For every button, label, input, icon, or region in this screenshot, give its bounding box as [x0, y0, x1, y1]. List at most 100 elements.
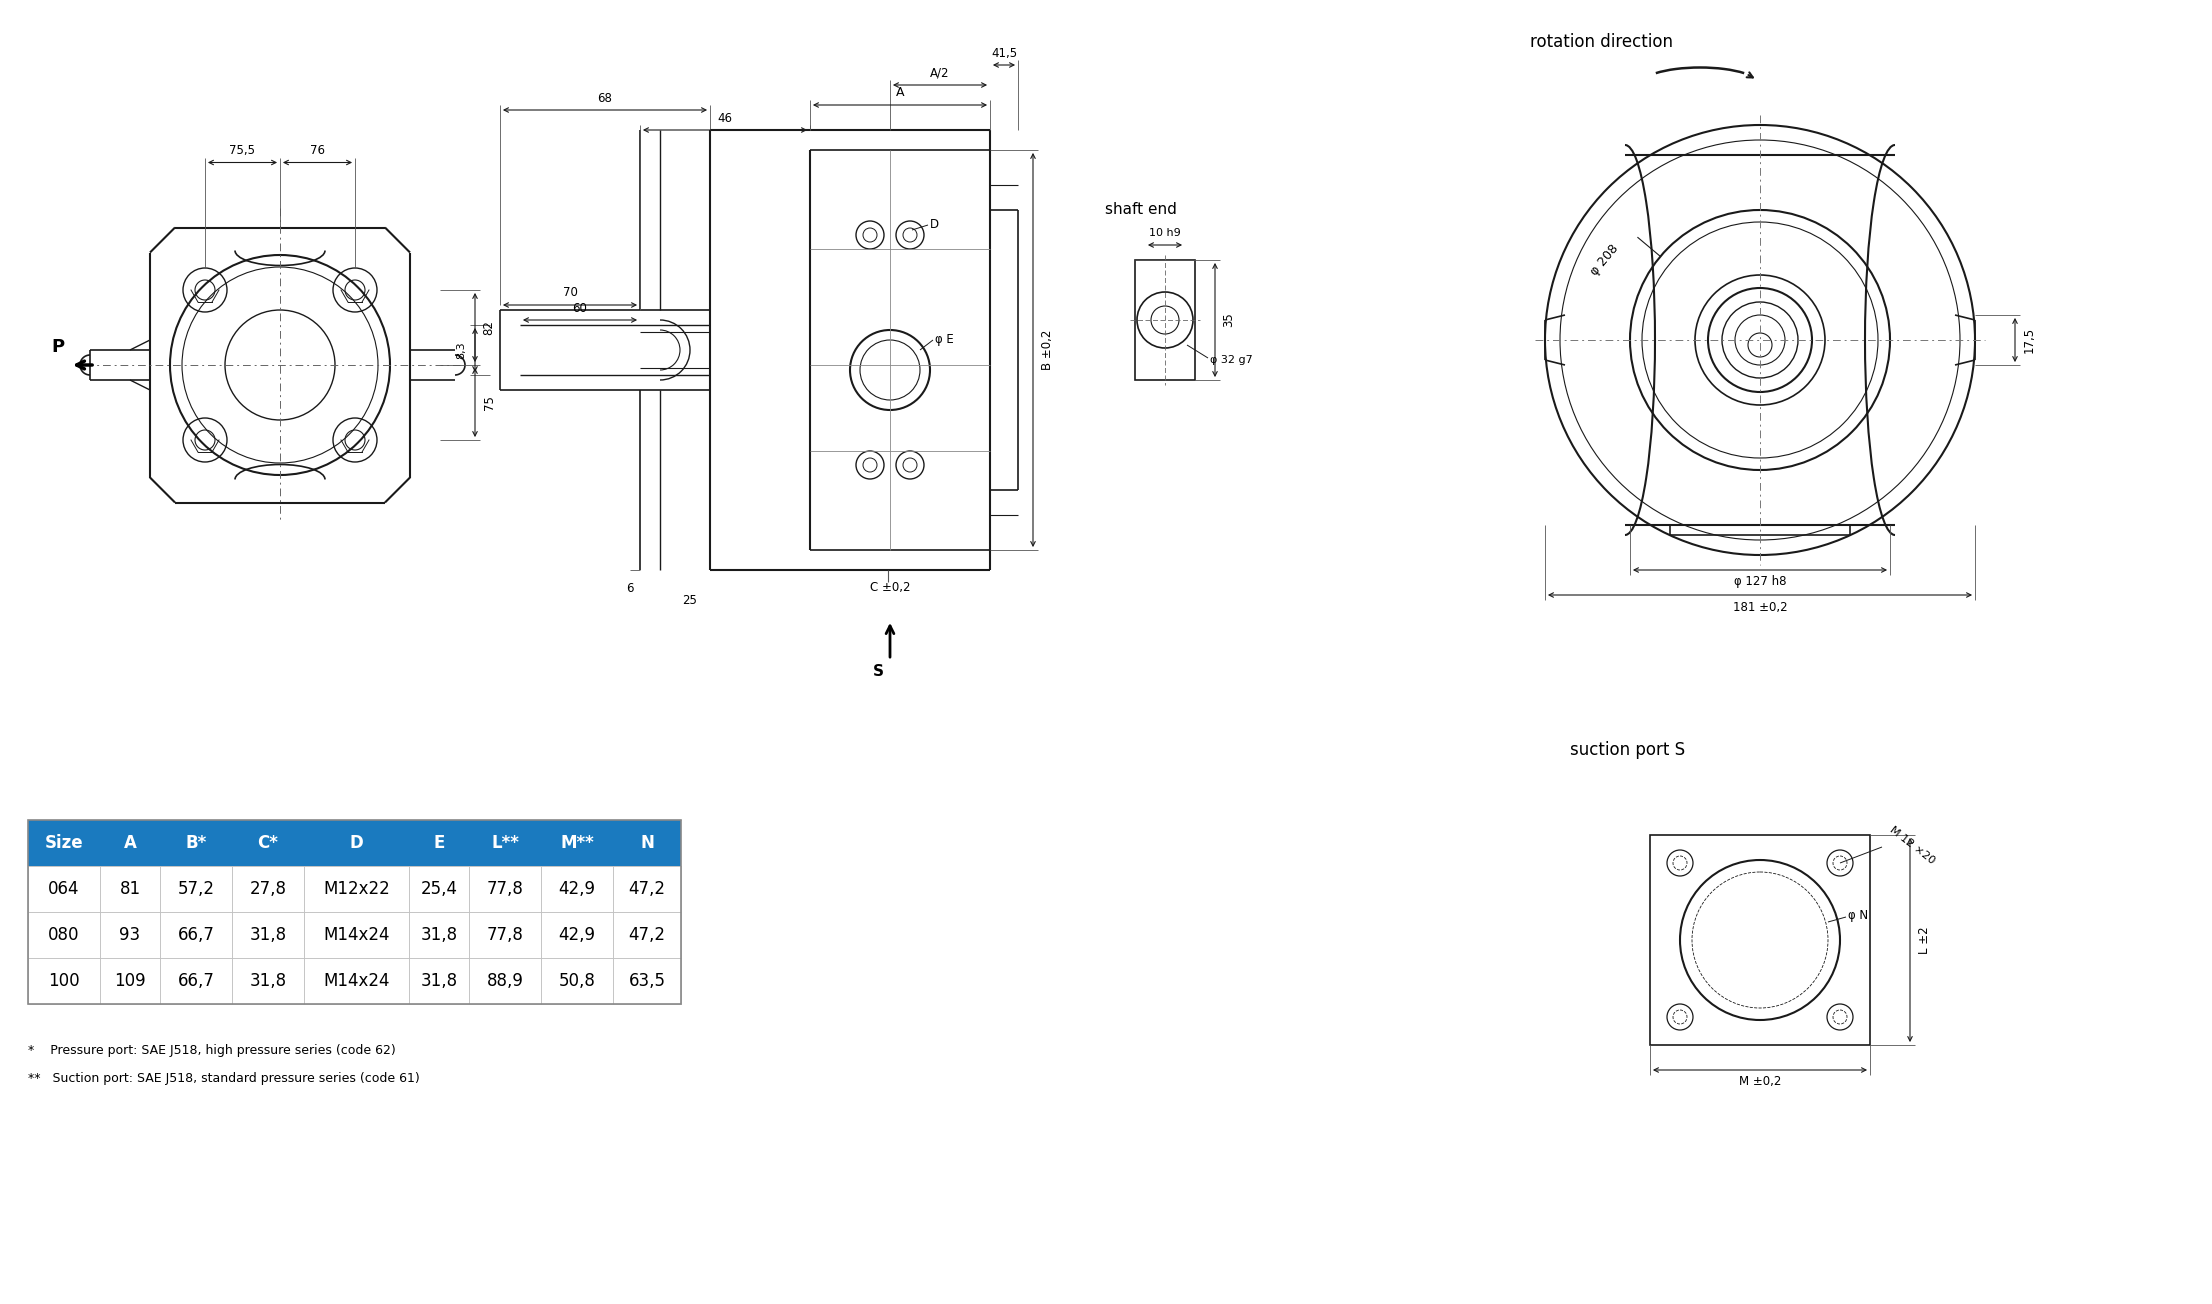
- Text: M**: M**: [560, 835, 593, 852]
- Bar: [159, 958, 232, 1004]
- Text: 81: 81: [119, 880, 142, 898]
- Bar: [29, 866, 100, 911]
- Text: D: D: [929, 219, 940, 232]
- Text: 57,2: 57,2: [177, 880, 215, 898]
- Bar: [303, 820, 409, 866]
- Text: A/2: A/2: [931, 67, 949, 80]
- Bar: [1135, 259, 1194, 379]
- Bar: [542, 866, 613, 911]
- Text: B ±0,2: B ±0,2: [1040, 330, 1053, 370]
- Text: 42,9: 42,9: [557, 880, 595, 898]
- Bar: [232, 866, 303, 911]
- Text: M14x24: M14x24: [323, 971, 389, 990]
- Text: 76: 76: [310, 143, 325, 156]
- Bar: [542, 911, 613, 958]
- Bar: [303, 911, 409, 958]
- Bar: [100, 958, 159, 1004]
- Bar: [29, 911, 100, 958]
- Bar: [159, 820, 232, 866]
- Bar: [409, 958, 469, 1004]
- Bar: [159, 866, 232, 911]
- Text: 60: 60: [573, 301, 588, 314]
- Text: D: D: [349, 835, 363, 852]
- Text: rotation direction: rotation direction: [1531, 33, 1672, 51]
- Text: M14x24: M14x24: [323, 926, 389, 944]
- Text: 31,8: 31,8: [250, 926, 288, 944]
- Text: **   Suction port: SAE J518, standard pressure series (code 61): ** Suction port: SAE J518, standard pres…: [29, 1072, 420, 1085]
- Text: A: A: [896, 86, 905, 99]
- Text: φ E: φ E: [936, 334, 953, 347]
- Bar: [29, 820, 681, 1004]
- Text: 100: 100: [49, 971, 80, 990]
- Bar: [469, 820, 542, 866]
- Text: 080: 080: [49, 926, 80, 944]
- Text: *    Pressure port: SAE J518, high pressure series (code 62): * Pressure port: SAE J518, high pressure…: [29, 1045, 396, 1058]
- Bar: [232, 820, 303, 866]
- Bar: [29, 958, 100, 1004]
- Text: M ±0,2: M ±0,2: [1739, 1076, 1781, 1089]
- Text: 064: 064: [49, 880, 80, 898]
- Text: 109: 109: [115, 971, 146, 990]
- Bar: [613, 866, 681, 911]
- Text: M 12 ×20: M 12 ×20: [1889, 824, 1938, 866]
- Text: 63,5: 63,5: [628, 971, 666, 990]
- Bar: [159, 911, 232, 958]
- Text: 47,2: 47,2: [628, 880, 666, 898]
- Bar: [469, 866, 542, 911]
- Text: φ N: φ N: [1847, 909, 1869, 922]
- Text: 66,7: 66,7: [177, 971, 215, 990]
- Text: B*: B*: [186, 835, 206, 852]
- Text: L**: L**: [491, 835, 520, 852]
- Text: 68: 68: [597, 91, 613, 104]
- Text: 47,2: 47,2: [628, 926, 666, 944]
- Text: 27,8: 27,8: [250, 880, 288, 898]
- Text: 42,9: 42,9: [557, 926, 595, 944]
- Text: 6: 6: [626, 582, 635, 595]
- Text: A: A: [124, 835, 137, 852]
- Bar: [542, 820, 613, 866]
- Bar: [409, 911, 469, 958]
- Text: 75,5: 75,5: [230, 143, 257, 156]
- Bar: [100, 866, 159, 911]
- Bar: [1650, 835, 1869, 1045]
- Bar: [232, 958, 303, 1004]
- Text: C ±0,2: C ±0,2: [869, 582, 911, 595]
- Text: φ 127 h8: φ 127 h8: [1734, 575, 1787, 588]
- Text: 31,8: 31,8: [250, 971, 288, 990]
- Text: 70: 70: [562, 287, 577, 300]
- Text: M12x22: M12x22: [323, 880, 389, 898]
- Text: 50,8: 50,8: [560, 971, 595, 990]
- Text: 31,8: 31,8: [420, 971, 458, 990]
- Text: P: P: [51, 338, 64, 356]
- Bar: [29, 820, 100, 866]
- Text: 17,5: 17,5: [2022, 327, 2035, 353]
- Text: E: E: [434, 835, 445, 852]
- Text: 25: 25: [684, 593, 697, 606]
- Text: 82: 82: [482, 319, 495, 335]
- Bar: [542, 958, 613, 1004]
- Text: 46: 46: [717, 112, 732, 124]
- Text: 41,5: 41,5: [991, 47, 1018, 60]
- Text: φ 32 g7: φ 32 g7: [1210, 355, 1252, 365]
- Text: 66,7: 66,7: [177, 926, 215, 944]
- Text: 93: 93: [119, 926, 142, 944]
- Bar: [409, 866, 469, 911]
- Bar: [469, 958, 542, 1004]
- Bar: [100, 820, 159, 866]
- Bar: [100, 911, 159, 958]
- Text: N: N: [639, 835, 655, 852]
- Text: S: S: [872, 665, 883, 679]
- Bar: [613, 911, 681, 958]
- Text: L ±2: L ±2: [1918, 926, 1931, 953]
- Text: C*: C*: [257, 835, 279, 852]
- Text: 88,9: 88,9: [487, 971, 524, 990]
- Text: shaft end: shaft end: [1106, 202, 1177, 218]
- Bar: [409, 820, 469, 866]
- Text: 8,3: 8,3: [456, 342, 467, 359]
- Bar: [303, 958, 409, 1004]
- Text: 181 ±0,2: 181 ±0,2: [1732, 601, 1787, 613]
- Text: 31,8: 31,8: [420, 926, 458, 944]
- Text: suction port S: suction port S: [1571, 741, 1686, 759]
- Bar: [613, 958, 681, 1004]
- Text: Size: Size: [44, 835, 84, 852]
